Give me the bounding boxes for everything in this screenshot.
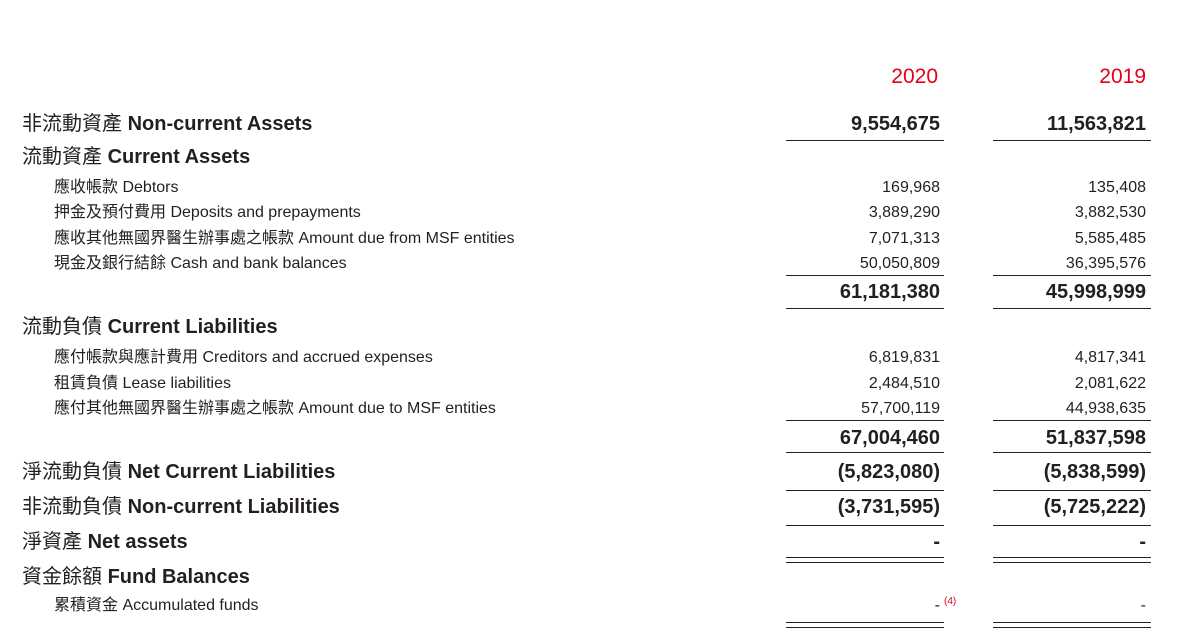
amount: 135,408 [1088,179,1146,196]
label-zh: 租賃負債 [54,375,119,392]
year-header: 2020 [891,65,938,88]
label-en: Cash and bank balances [170,255,347,272]
rule-line [786,490,944,491]
label-zh: 非流動資產 [22,113,122,135]
amount: 6,819,831 [868,349,940,366]
label-en: Deposits and prepayments [170,204,361,221]
label-zh: 應收其他無國界醫生辦事處之帳款 [54,230,295,247]
label-en: Fund Balances [107,566,250,588]
row-label: 淨流動負債 Net Current Liabilities [22,460,335,484]
label-en: Amount due from MSF entities [298,230,515,247]
rule-line [786,420,944,421]
rule-line [786,525,944,526]
label-zh: 淨資產 [22,531,82,553]
label-en: Non-current Assets [127,113,313,135]
rule-line [786,275,944,276]
row-label: 非流動資產 Non-current Assets [22,112,312,136]
rule-line [786,452,944,453]
row-label: 應付其他無國界醫生辦事處之帳款 Amount due to MSF entiti… [54,397,496,421]
rule-line [993,420,1151,421]
row-label: 應付帳款與應計費用 Creditors and accrued expenses [54,346,433,370]
rule-line [993,275,1151,276]
amount: (5,823,080) [837,461,940,483]
amount: 51,837,598 [1045,427,1146,449]
amount: - [933,531,940,553]
row-label: 流動資產 Current Assets [22,145,250,169]
rule-line [786,562,944,563]
amount: 57,700,119 [861,400,940,417]
row-label: 累積資金 Accumulated funds [54,594,259,618]
label-en: Net assets [87,531,188,553]
rule-line [993,562,1151,563]
label-en: Non-current Liabilities [127,496,340,518]
rule-line [993,308,1151,309]
rule-line [993,557,1151,558]
amount: 3,889,290 [868,204,940,221]
label-zh: 應付其他無國界醫生辦事處之帳款 [54,400,295,417]
amount: (3,731,595) [837,496,940,518]
rule-line [786,627,944,628]
label-en: Debtors [122,179,179,196]
amount: 3,882,530 [1074,204,1146,221]
row-label: 流動負債 Current Liabilities [22,315,278,339]
label-en: Current Liabilities [107,316,278,338]
amount: 50,050,809 [859,255,940,272]
rule-line [993,490,1151,491]
label-zh: 應收帳款 [54,179,119,196]
amount: 2,484,510 [868,375,940,392]
amount: - [934,597,940,614]
row-label: 資金餘額 Fund Balances [22,565,250,589]
row-label: 應收其他無國界醫生辦事處之帳款 Amount due from MSF enti… [54,227,515,251]
amount: (5,725,222) [1043,496,1146,518]
rule-line [993,627,1151,628]
row-label: 淨資產 Net assets [22,530,188,554]
rule-line [993,452,1151,453]
rule-line [993,622,1151,623]
row-label: 押金及預付費用 Deposits and prepayments [54,201,361,225]
amount: 61,181,380 [839,281,940,303]
label-zh: 累積資金 [54,597,119,614]
label-en: Net Current Liabilities [127,461,336,483]
amount: - [1140,597,1146,614]
label-zh: 流動資產 [22,146,102,168]
amount: 4,817,341 [1074,349,1146,366]
amount: - [1139,531,1146,553]
amount: 7,071,313 [868,230,940,247]
amount: 44,938,635 [1065,400,1146,417]
amount: 5,585,485 [1074,230,1146,247]
label-zh: 流動負債 [22,316,102,338]
amount: 36,395,576 [1065,255,1146,272]
rule-line [786,308,944,309]
label-en: Current Assets [107,146,251,168]
rule-line [993,525,1151,526]
label-zh: 非流動負債 [22,496,122,518]
year-header: 2019 [1099,65,1146,88]
amount: 169,968 [882,179,940,196]
label-zh: 應付帳款與應計費用 [54,349,199,366]
rule-line [786,557,944,558]
amount: 9,554,675 [851,113,940,135]
amount: (5,838,599) [1043,461,1146,483]
label-zh: 淨流動負債 [22,461,122,483]
row-label: 租賃負債 Lease liabilities [54,372,231,396]
label-en: Amount due to MSF entities [298,400,496,417]
label-zh: 現金及銀行結餘 [54,255,167,272]
rule-line [786,140,944,141]
label-en: Accumulated funds [122,597,259,614]
label-en: Creditors and accrued expenses [202,349,433,366]
rule-line [993,140,1151,141]
row-label: 現金及銀行結餘 Cash and bank balances [54,252,347,276]
amount: 2,081,622 [1074,375,1146,392]
amount: 45,998,999 [1045,281,1146,303]
row-label: 非流動負債 Non-current Liabilities [22,495,340,519]
label-zh: 押金及預付費用 [54,204,167,221]
footnote-ref: (4) [944,596,957,607]
row-label: 應收帳款 Debtors [54,176,179,200]
label-zh: 資金餘額 [22,566,102,588]
amount: 67,004,460 [839,427,940,449]
rule-line [786,622,944,623]
label-en: Lease liabilities [122,375,231,392]
amount: 11,563,821 [1047,113,1146,135]
